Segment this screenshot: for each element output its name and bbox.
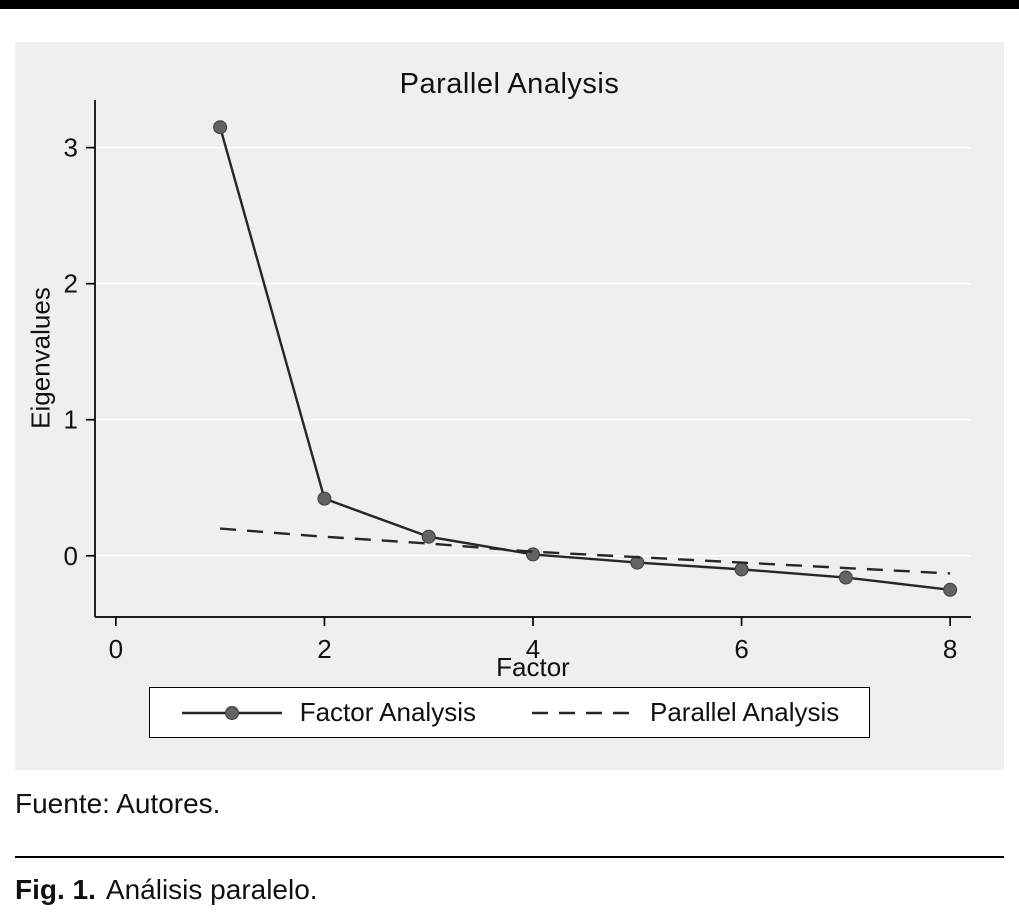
svg-text:3: 3 xyxy=(64,133,78,163)
top-divider-bar xyxy=(0,0,1019,9)
solid-line-marker-sample-icon xyxy=(181,705,282,720)
dashed-line-sample-icon xyxy=(531,711,632,714)
legend-item-parallel-analysis: Parallel Analysis xyxy=(530,697,839,728)
svg-text:2: 2 xyxy=(64,269,78,299)
svg-text:1: 1 xyxy=(64,405,78,435)
svg-text:2: 2 xyxy=(317,634,331,664)
figure-caption-label: Fig. 1. xyxy=(15,874,96,905)
figure-caption: Fig. 1. Análisis paralelo. xyxy=(15,874,318,906)
svg-text:0: 0 xyxy=(109,634,123,664)
legend-label-parallel-analysis: Parallel Analysis xyxy=(649,697,840,727)
svg-text:4: 4 xyxy=(526,634,540,664)
legend-item-factor-analysis: Factor Analysis xyxy=(180,697,476,728)
svg-text:0: 0 xyxy=(64,541,78,571)
figure-caption-text: Análisis paralelo. xyxy=(105,874,318,905)
svg-text:8: 8 xyxy=(943,634,957,664)
chart-title: Parallel Analysis xyxy=(399,68,620,100)
y-axis-label: Eigenvalues xyxy=(25,287,56,429)
x-axis-label: Factor xyxy=(496,652,570,682)
chart-legend: Factor Analysis Parallel Analysis xyxy=(148,687,871,738)
caption-divider xyxy=(15,856,1004,858)
parallel-analysis-chart: 0 1 2 3 0 2 4 6 8 xyxy=(64,100,971,664)
svg-text:6: 6 xyxy=(734,634,748,664)
source-text: Fuente: Autores. xyxy=(15,788,221,819)
legend-row: Factor Analysis Parallel Analysis xyxy=(15,687,1004,738)
legend-label-factor-analysis: Factor Analysis xyxy=(299,697,476,727)
